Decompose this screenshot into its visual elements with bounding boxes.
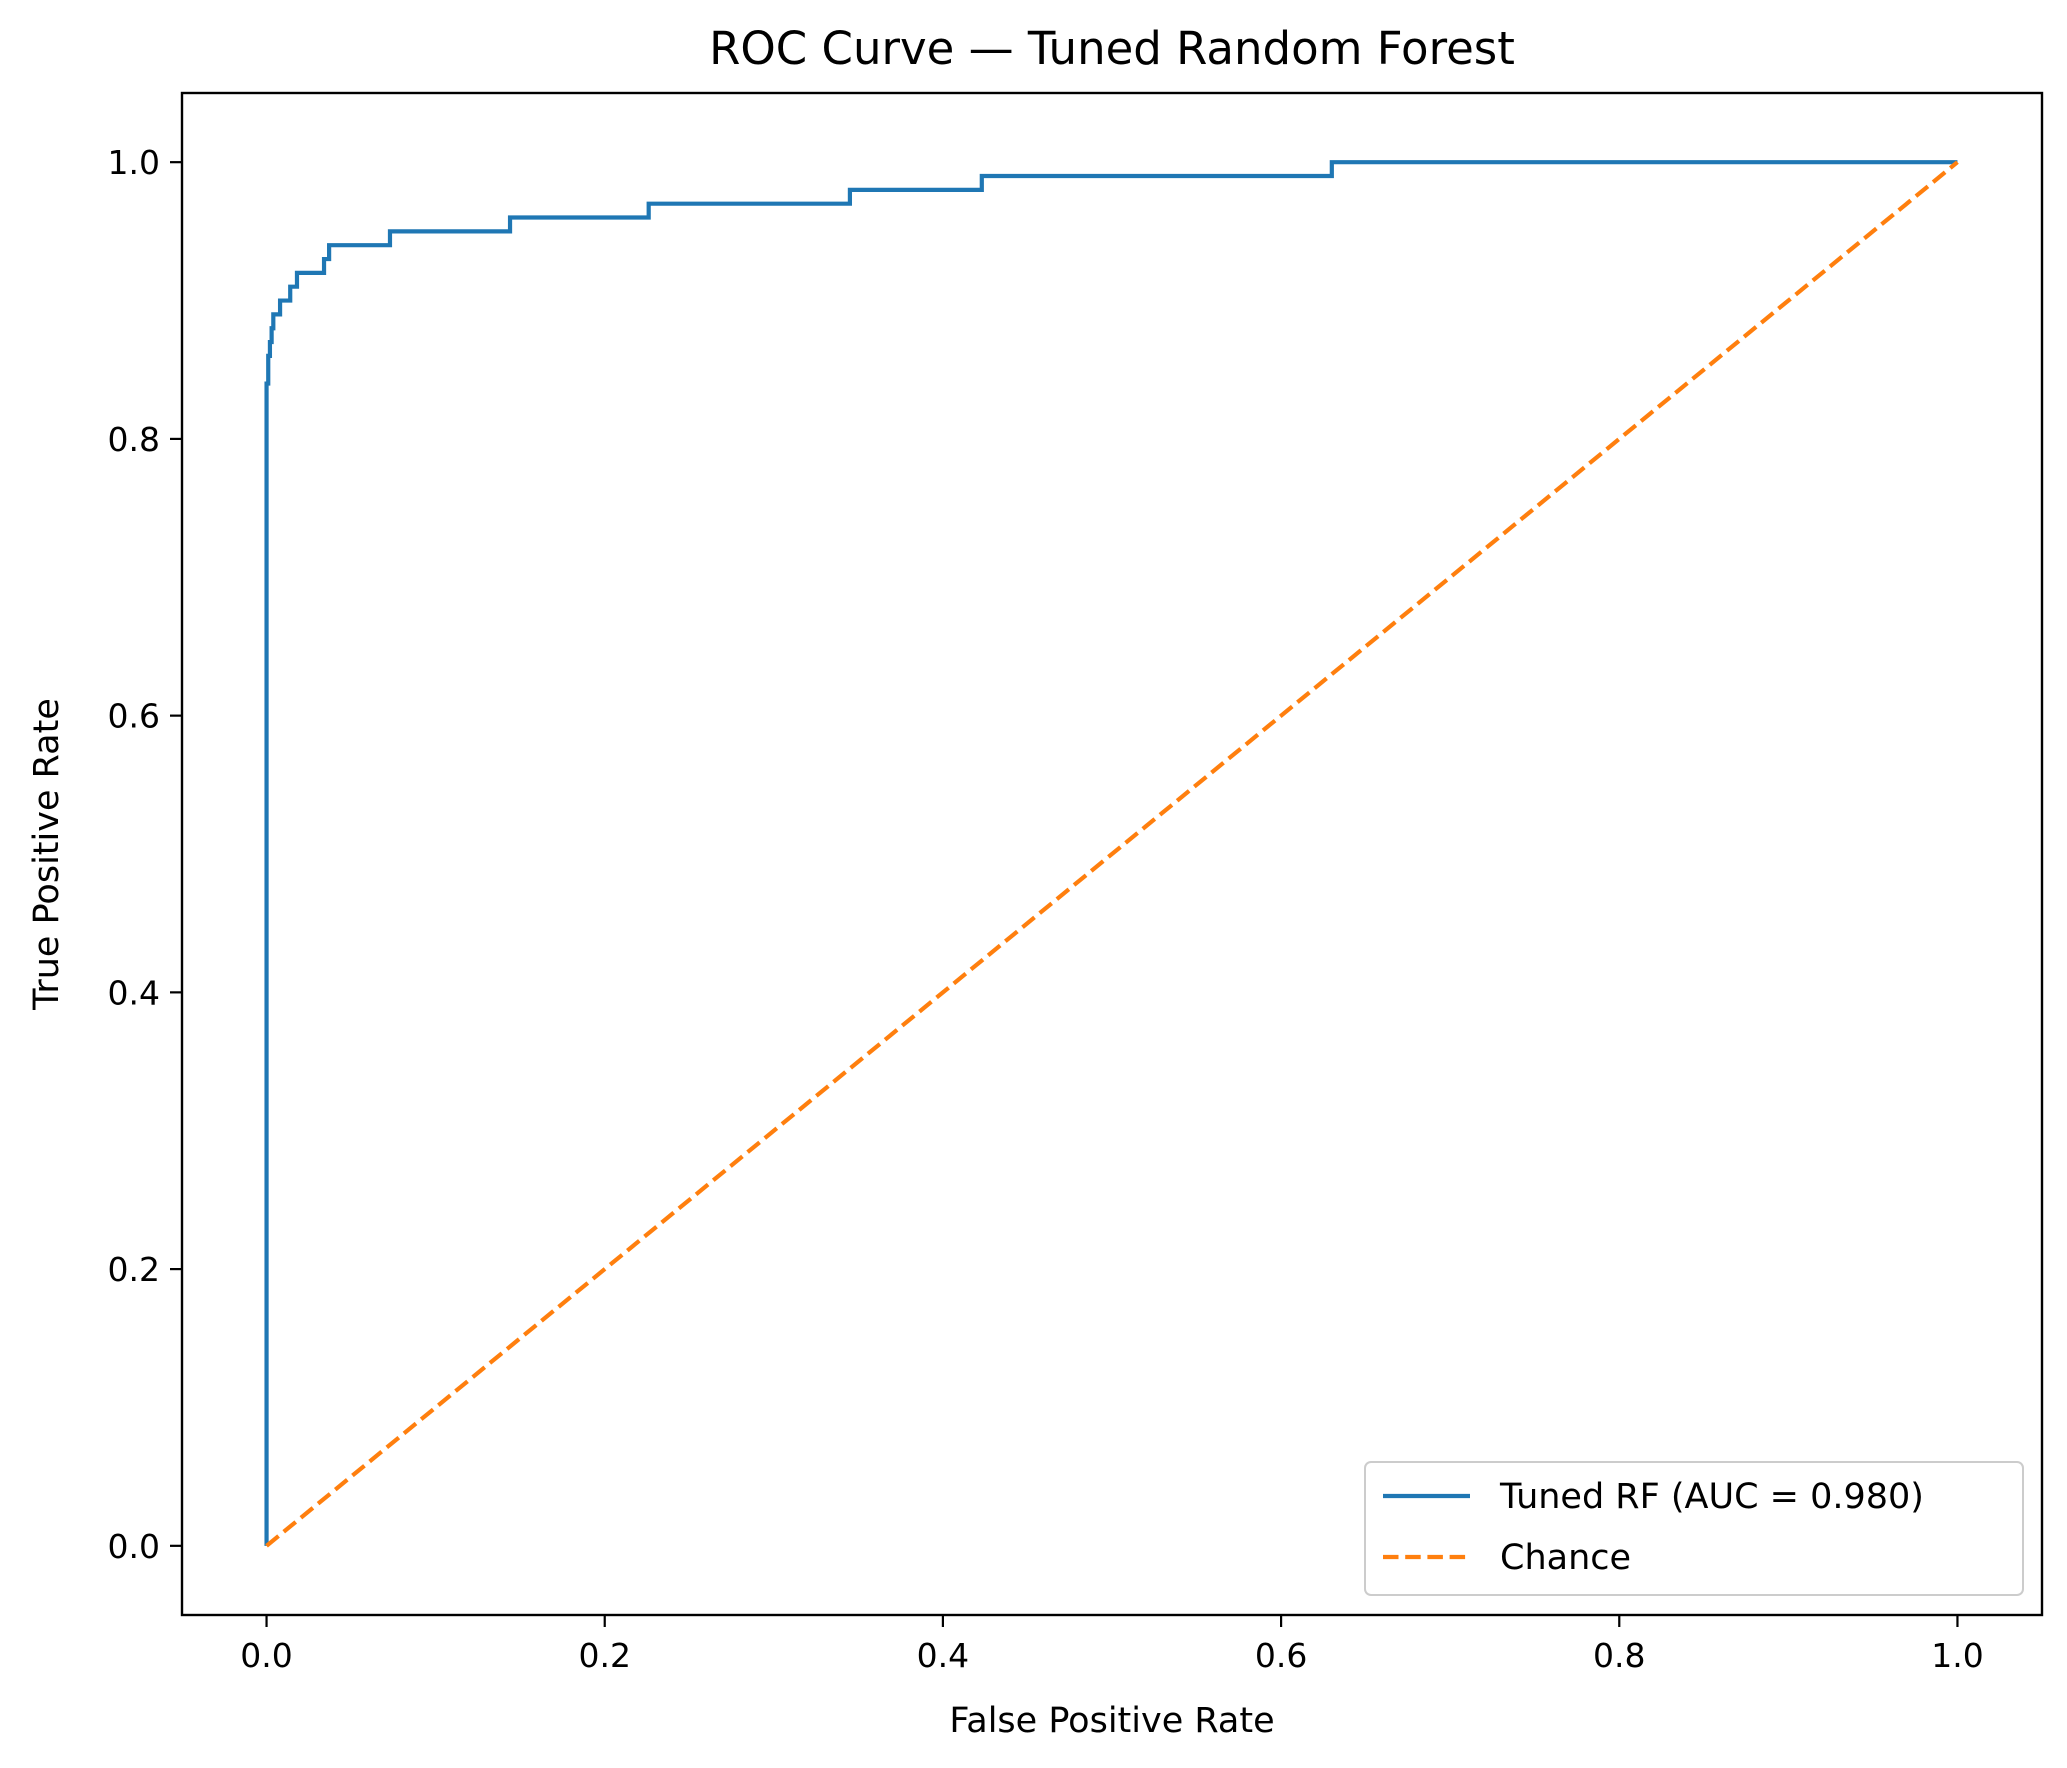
y-axis-title: True Positive Rate	[27, 698, 67, 1011]
chart-title: ROC Curve — Tuned Random Forest	[709, 22, 1515, 75]
plot-frame	[180, 91, 2044, 1617]
x-axis-ticks: 0.0 0.2 0.4 0.6 0.8 1.0	[240, 1615, 1984, 1675]
y-tick-label: 1.0	[108, 143, 160, 182]
y-tick-label: 0.6	[108, 697, 160, 736]
x-tick-label: 0.6	[1255, 1636, 1307, 1675]
x-tick-label: 0.2	[578, 1636, 630, 1675]
y-tick-label: 0.4	[108, 973, 160, 1012]
y-tick-label: 0.2	[108, 1250, 160, 1289]
y-axis-ticks: 0.0 0.2 0.4 0.6 0.8 1.0	[108, 143, 182, 1566]
series-line-tuned-rf	[264, 160, 1958, 1546]
legend-box	[1364, 1461, 2024, 1596]
x-axis-title: False Positive Rate	[949, 1701, 1274, 1741]
x-tick-label: 0.4	[917, 1636, 969, 1675]
legend-label-tuned-rf: Tuned RF (AUC = 0.980)	[1499, 1477, 1924, 1517]
y-tick-label: 0.8	[108, 420, 160, 459]
x-tick-label: 0.8	[1593, 1636, 1645, 1675]
x-tick-label: 1.0	[1931, 1636, 1983, 1675]
series-layer	[264, 160, 1959, 1548]
legend-label-chance: Chance	[1500, 1538, 1631, 1578]
y-tick-label: 0.0	[108, 1527, 160, 1566]
legend: Tuned RF (AUC = 0.980) Chance	[1364, 1461, 2024, 1596]
series-line-chance	[265, 160, 1959, 1548]
x-tick-label: 0.0	[240, 1636, 292, 1675]
